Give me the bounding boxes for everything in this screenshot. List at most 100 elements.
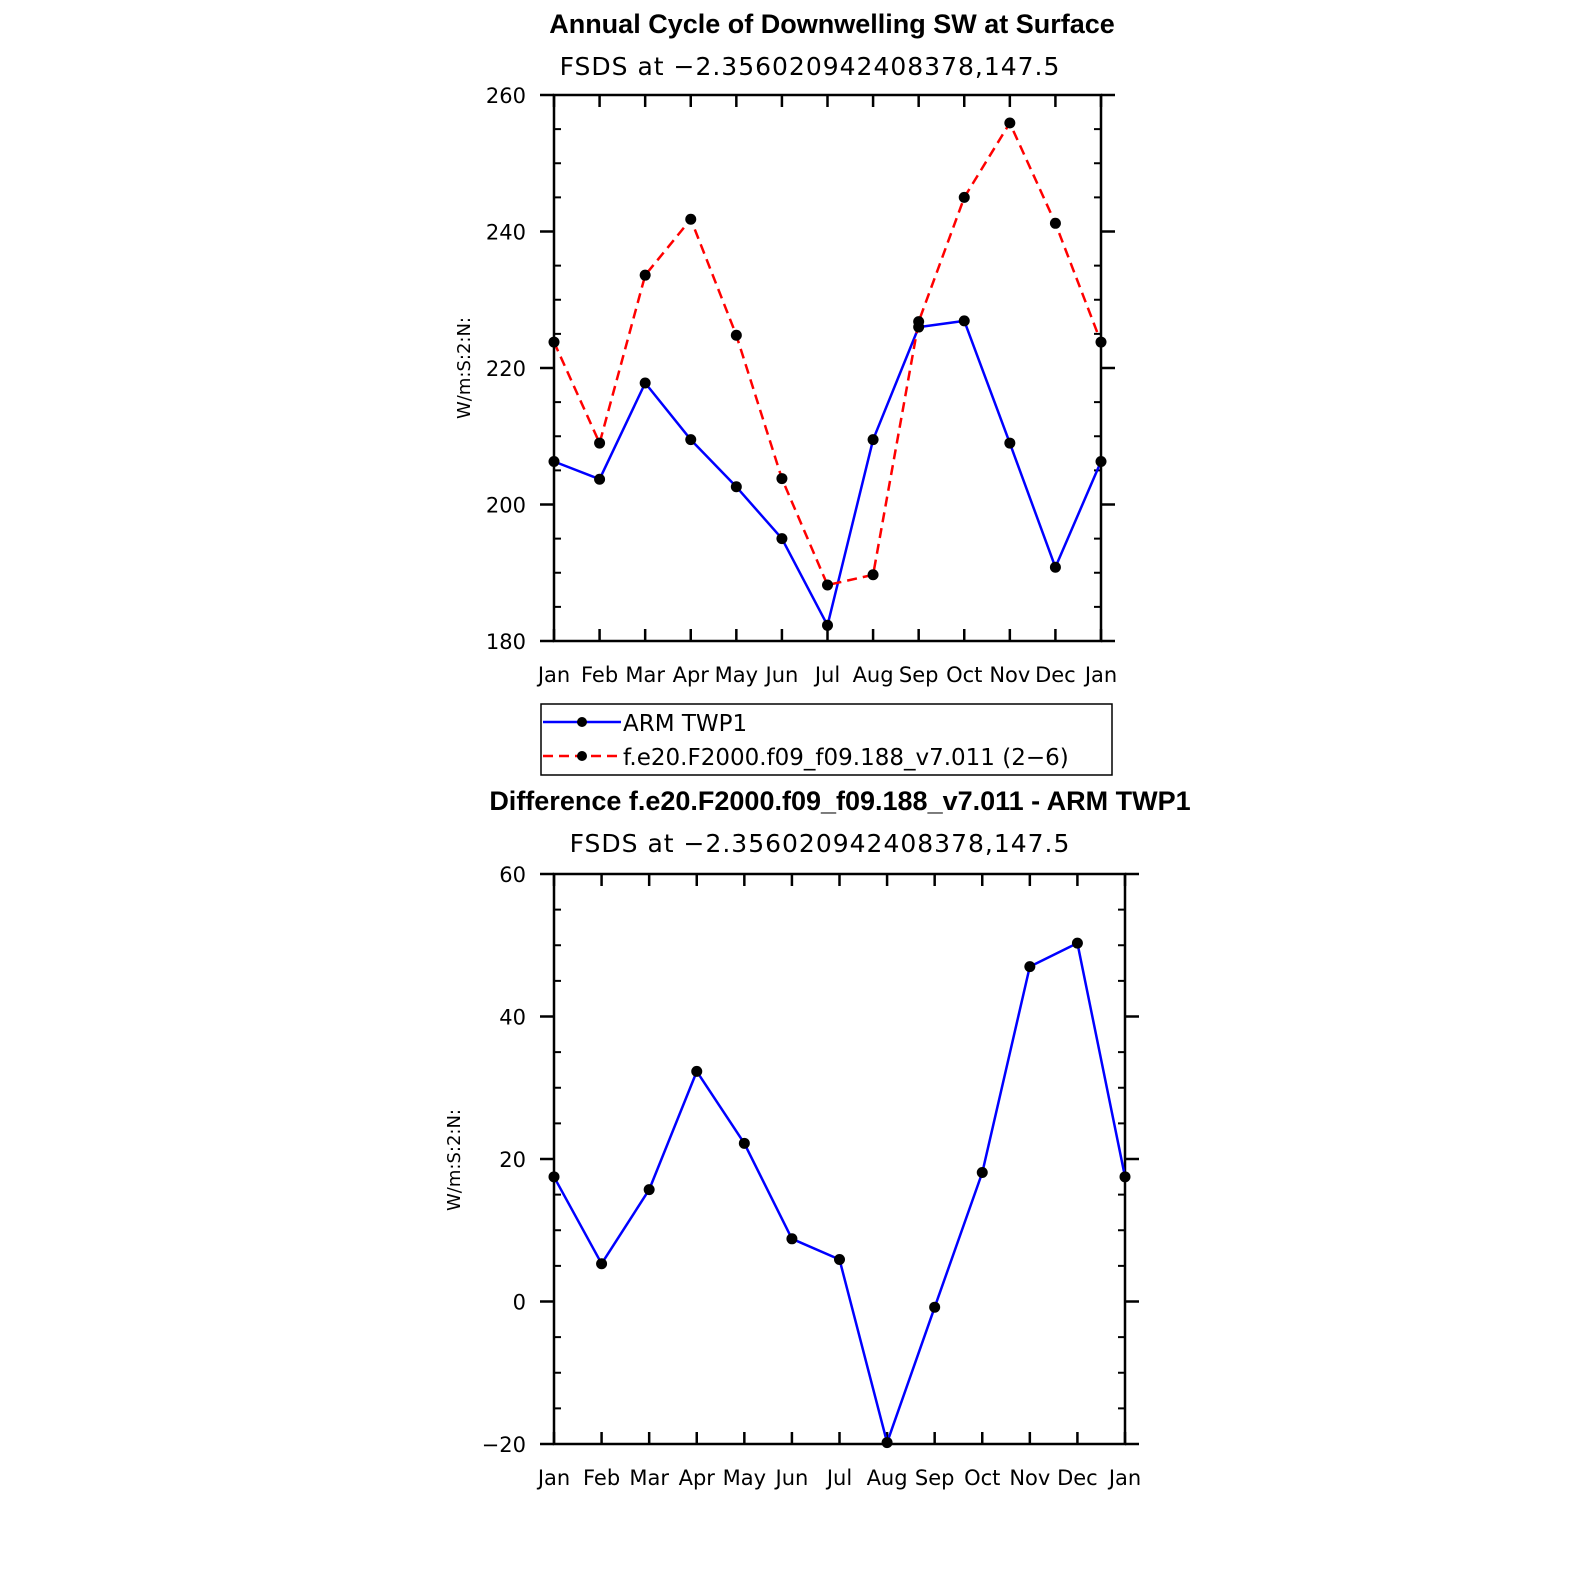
data-point [1119,1171,1131,1183]
data-point [548,336,560,348]
data-point [1095,336,1107,348]
legend-marker-arm [577,717,587,727]
x-tick-label: Nov [1009,1466,1050,1490]
x-tick-label: Mar [625,663,665,687]
legend-marker-model [577,751,587,761]
data-point [776,473,788,485]
y-tick-label: 220 [486,357,526,381]
data-point [594,437,606,449]
data-point [643,1184,655,1196]
data-point [730,481,742,493]
x-tick-label: Aug [853,663,894,687]
x-tick-label: Jan [536,1466,570,1490]
y-tick-label: 60 [499,863,526,887]
x-tick-label: Feb [581,663,618,687]
data-point [639,269,651,281]
series-lines [552,121,1103,627]
x-tick-label: Aug [867,1466,908,1490]
x-tick-label: Oct [946,663,982,687]
chart-title: Difference f.e20.F2000.f09_f09.188_v7.01… [489,786,1190,816]
x-tick-label: Jan [1107,1466,1141,1490]
y-tick-label: 180 [486,630,526,654]
data-point [1004,437,1016,449]
data-point [913,316,925,328]
x-tick-label: Dec [1035,663,1076,687]
x-tick-label: Jun [764,663,799,687]
data-point [594,473,606,485]
x-tick-label: Mar [629,1466,669,1490]
data-point [822,619,833,631]
legend-label-arm: ARM TWP1 [623,711,747,737]
x-tick-label: Jan [1083,663,1117,687]
data-point [867,569,879,581]
data-point [548,1171,560,1183]
series-line [552,941,1127,1444]
series-points [548,937,1131,1449]
data-point [691,1065,703,1077]
x-tick-label: Dec [1057,1466,1098,1490]
data-point [1071,937,1083,949]
series-line [552,121,1103,587]
x-tick-label: May [723,1466,766,1490]
axis-ticks: Jan Feb Mar Apr May Jun Jul Aug Sep Oct Nov Dec Jan 1… [486,84,1117,687]
chart-title: Annual Cycle of Downwelling SW at Surfac… [549,9,1115,39]
data-point [834,1253,845,1265]
x-tick-label: Feb [583,1466,620,1490]
data-point [958,315,970,327]
data-point [548,456,560,468]
data-point [958,191,970,203]
x-tick-label: Nov [989,663,1030,687]
x-tick-label: Jan [536,663,570,687]
data-point [1049,217,1061,229]
data-point [929,1301,941,1313]
x-tick-label: Sep [915,1466,955,1490]
y-tick-label: 240 [486,221,526,245]
y-tick-label: 40 [499,1006,526,1030]
series-points [548,117,1107,631]
x-tick-label: Sep [899,663,939,687]
data-point [881,1437,893,1449]
data-point [867,434,879,446]
y-tick-label: 200 [486,494,526,518]
data-point [776,533,788,545]
y-axis-label: W/m:S:2:N: [444,1109,465,1211]
panel-annual-cycle: Annual Cycle of Downwelling SW at Surfac… [454,9,1117,776]
x-tick-label: Apr [679,1466,716,1490]
data-point [1024,961,1036,973]
y-tick-label: −20 [482,1433,526,1457]
y-axis-label: W/m:S:2:N: [454,317,475,419]
data-point [596,1258,608,1270]
y-tick-label: 0 [513,1291,526,1315]
y-tick-label: 20 [499,1148,526,1172]
data-point [639,377,651,389]
data-point [685,434,697,446]
plot-frame [552,93,1103,643]
legend-label-model: f.e20.F2000.f09_f09.188_v7.011 (2−6) [623,745,1069,771]
panel-difference: Difference f.e20.F2000.f09_f09.188_v7.01… [444,786,1191,1490]
data-point [1049,561,1061,573]
x-tick-label: Oct [964,1466,1000,1490]
chart-subtitle: FSDS at −2.356020942408378,147.5 [570,829,1071,858]
y-tick-label: 260 [486,84,526,108]
data-point [1095,456,1107,468]
data-point [786,1233,798,1245]
data-point [685,213,697,225]
x-tick-label: Apr [673,663,710,687]
x-tick-label: Jul [825,1466,852,1490]
data-point [738,1137,750,1149]
axis-ticks: Jan Feb Mar Apr May Jun Jul Aug Sep Oct Nov Dec Jan−… [482,863,1142,1490]
plot-frame [552,872,1127,1446]
data-point [976,1167,988,1179]
data-point [730,329,742,341]
legend-box [540,703,1113,776]
x-tick-label: May [715,663,758,687]
data-point [1004,117,1016,129]
x-tick-label: Jun [774,1466,809,1490]
x-tick-label: Jul [813,663,840,687]
series-lines [552,941,1127,1444]
chart-subtitle: FSDS at −2.356020942408378,147.5 [560,52,1061,81]
data-point [822,579,833,591]
legend: ARM TWP1 f.e20.F2000.f09_f09.188_v7.011 … [540,703,1113,776]
